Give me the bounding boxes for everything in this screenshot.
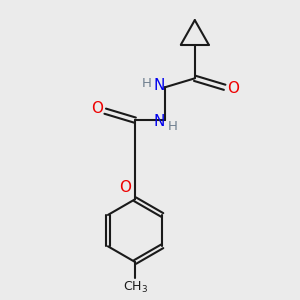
- Text: O: O: [91, 101, 103, 116]
- Text: N: N: [154, 114, 165, 129]
- Text: H: H: [142, 77, 152, 90]
- Text: O: O: [227, 81, 239, 96]
- Text: H: H: [167, 120, 177, 133]
- Text: N: N: [154, 78, 165, 93]
- Text: CH$_3$: CH$_3$: [122, 280, 148, 295]
- Text: O: O: [119, 180, 131, 195]
